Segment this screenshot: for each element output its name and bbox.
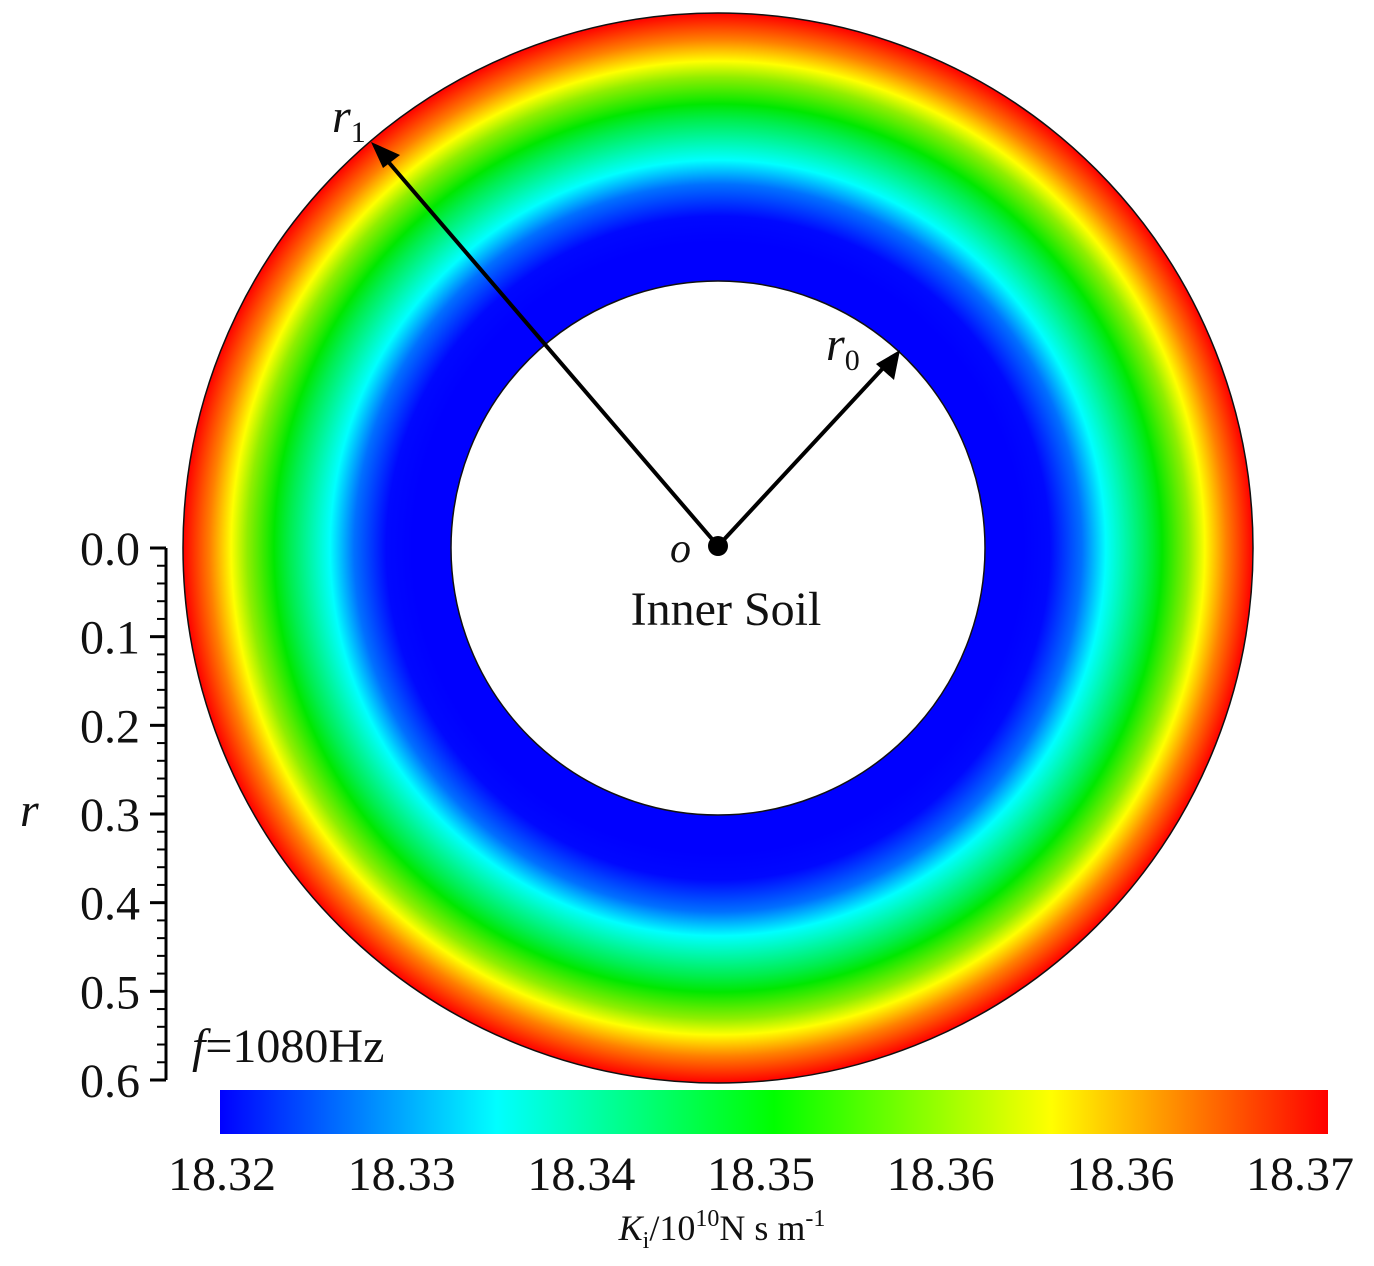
colorbar-label: Ki/1010N s m-1 [618, 1206, 826, 1254]
colorbar-tick-label: 18.37 [1246, 1148, 1354, 1201]
r1-arrowhead [371, 142, 400, 168]
radial-tick-label: 0.3 [80, 789, 140, 842]
colorbar-gradient [220, 1090, 1328, 1134]
radial-tick-label: 0.2 [80, 700, 140, 753]
colorbar-tick-label: 18.36 [887, 1148, 995, 1201]
radial-tick-label: 0.1 [80, 612, 140, 665]
frequency-annotation: f=1080Hz [192, 1020, 384, 1073]
colorbar-tick-label: 18.34 [527, 1148, 635, 1201]
radial-axis: 0.0 0.1 0.2 0.3 0.4 0.5 0.6 r [20, 523, 168, 1108]
radial-tick-label: 0.0 [80, 523, 140, 576]
radial-tick-label: 0.4 [80, 878, 140, 931]
r1-label: r1 [332, 90, 366, 149]
radial-axis-label: r [20, 784, 39, 837]
r1-arrow-line [383, 156, 720, 548]
center-label: o [670, 526, 691, 572]
region-label: Inner Soil [631, 583, 822, 636]
r0-arrowhead [876, 350, 900, 380]
colorbar-tick-label: 18.36 [1066, 1148, 1174, 1201]
r0-arrow-line [716, 364, 887, 548]
r0-label: r0 [826, 318, 860, 377]
colorbar-tick-label: 18.33 [348, 1148, 456, 1201]
radius-arrows [371, 142, 900, 556]
radial-tick-label: 0.5 [80, 966, 140, 1019]
colorbar-tick-label: 18.32 [168, 1148, 276, 1201]
colorbar: 18.32 18.33 18.34 18.35 18.36 18.36 18.37 Ki/1… [168, 1090, 1354, 1254]
radial-tick-label: 0.6 [80, 1055, 140, 1108]
center-point [708, 536, 728, 556]
colorbar-tick-label: 18.35 [707, 1148, 815, 1201]
